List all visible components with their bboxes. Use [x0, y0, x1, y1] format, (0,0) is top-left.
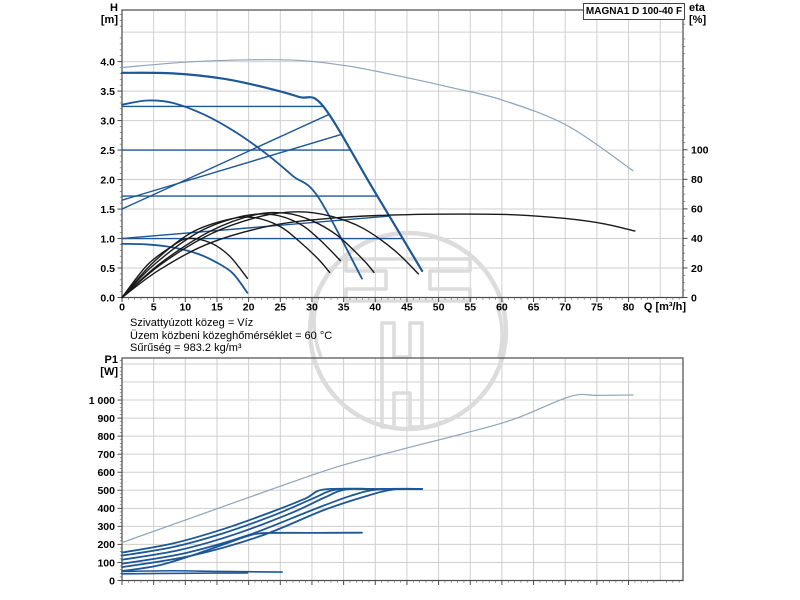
- p1-axis-unit: [W]: [100, 366, 118, 378]
- series-eta-curve-4: [121, 216, 331, 299]
- y-tick-label: 4.0: [100, 56, 115, 68]
- y-tick-label: 500: [97, 485, 115, 497]
- y-tick-label: 800: [97, 431, 115, 443]
- series-eta-curve-3: [121, 213, 342, 299]
- x-tick-label: 30: [306, 302, 318, 314]
- y-tick-label: 300: [97, 521, 115, 533]
- x-tick-label: 60: [496, 302, 508, 314]
- y-tick-label: 1.0: [100, 233, 115, 245]
- x-tick-label: 35: [338, 302, 350, 314]
- series-min-speed-curve: [121, 242, 249, 294]
- series-p1-curve-4: [121, 487, 424, 565]
- x-tick-label: 55: [464, 302, 476, 314]
- h-axis-symbol: H: [110, 2, 118, 14]
- y2-tick-label: 40: [691, 233, 703, 245]
- y-tick-label: 0.0: [100, 292, 115, 304]
- series-layer: [120, 59, 636, 575]
- series-prop-pressure-line-1.0b: [121, 215, 390, 240]
- y-tick-label: 1 000: [89, 395, 115, 407]
- y-tick-label: 100: [97, 557, 115, 569]
- y-tick-label: 0.5: [100, 263, 115, 275]
- pump-model-label: MAGNA1 D 100-40 F: [585, 6, 683, 17]
- x-tick-label: 0: [119, 302, 125, 314]
- x-tick-label: 15: [211, 302, 223, 314]
- watermark-arc-right: [495, 304, 504, 359]
- series-eta-curve-1: [121, 211, 420, 299]
- watermark-circle: [307, 230, 509, 432]
- chart-frame: [121, 9, 684, 299]
- series-eta-curve-2: [121, 211, 375, 299]
- series-p1-curve-5: [121, 487, 424, 569]
- x-tick-label: 25: [274, 302, 286, 314]
- series-max-speed-curve-parallel: [121, 59, 634, 172]
- y-tick-label: 3.5: [100, 86, 115, 98]
- p1-axis-symbol: P1: [104, 354, 118, 366]
- watermark-beam-top: [344, 257, 472, 303]
- y-tick-label: 1.5: [100, 204, 115, 216]
- axes-layer: [117, 9, 688, 585]
- series-eta-curve-parallel: [121, 213, 636, 299]
- series-max-speed-curve: [120, 71, 424, 273]
- y2-tick-label: 80: [691, 174, 703, 186]
- series-p1-curve-mid: [121, 531, 363, 573]
- x-tick-label: 65: [528, 302, 540, 314]
- y-tick-label: 2.5: [100, 145, 115, 157]
- y2-tick-label: 100: [691, 145, 709, 157]
- series-prop-pressure-line-1.65: [121, 134, 342, 201]
- media-info-block: Szivattyúzott közeg = Víz Üzem közbeni k…: [130, 317, 332, 355]
- q-axis-unit-label: Q [m³/h]: [643, 301, 686, 313]
- series-p1-curve-parallel: [121, 393, 634, 544]
- media-info-line-3: Sűrűség = 983.2 kg/m³: [130, 342, 242, 354]
- y-tick-label: 900: [97, 413, 115, 425]
- x-tick-label: 5: [151, 302, 157, 314]
- y-tick-label: 600: [97, 467, 115, 479]
- y-tick-label: 200: [97, 539, 115, 551]
- y-tick-label: 3.0: [100, 115, 115, 127]
- x-tick-label: 20: [243, 302, 255, 314]
- y-tick-label: 700: [97, 449, 115, 461]
- watermark-beam-vertical: [380, 321, 424, 429]
- media-info-line-2: Üzem közbeni közeghőmérséklet = 60 °C: [130, 329, 333, 342]
- y2-tick-label: 0: [691, 292, 697, 304]
- pump-model-badge: MAGNA1 D 100-40 F: [583, 3, 685, 20]
- y-tick-label: 2.0: [100, 174, 115, 186]
- y2-tick-label: 20: [691, 263, 703, 275]
- tick-labels-layer: 0 5 10 15 20 25 30 35 40 45 50 55 60 65 70 75 80 0.0 0.5 1.…: [89, 56, 709, 587]
- eta-axis-symbol: eta: [689, 2, 705, 14]
- series-mid-speed-curve: [121, 99, 363, 280]
- series-prop-pressure-line-1.5: [121, 113, 330, 210]
- series-eta-curve-min: [121, 237, 249, 299]
- series-p1-curve-low: [121, 569, 283, 573]
- x-tick-label: 80: [623, 302, 635, 314]
- chart-frame: [121, 357, 684, 582]
- x-tick-label: 75: [591, 302, 603, 314]
- h-axis-unit-label: H [m]: [86, 2, 118, 26]
- x-tick-label: 70: [559, 302, 571, 314]
- eta-axis-unit-label: eta [%]: [689, 2, 729, 26]
- grid-layer: [122, 10, 683, 581]
- media-info-line-1: Szivattyúzott közeg = Víz: [130, 317, 254, 329]
- x-tick-label: 10: [179, 302, 191, 314]
- eta-axis-unit: [%]: [689, 14, 707, 26]
- h-axis-unit: [m]: [100, 14, 118, 26]
- x-tick-label: 40: [369, 302, 381, 314]
- y-tick-label: 0: [109, 575, 115, 587]
- watermark-arc-left: [312, 299, 323, 358]
- y-tick-label: 400: [97, 503, 115, 515]
- x-tick-label: 45: [401, 302, 413, 314]
- series-p1-curve-min: [121, 572, 249, 575]
- x-tick-label: 50: [433, 302, 445, 314]
- p1-axis-unit-label: P1 [W]: [86, 354, 118, 378]
- y2-tick-label: 60: [691, 204, 703, 216]
